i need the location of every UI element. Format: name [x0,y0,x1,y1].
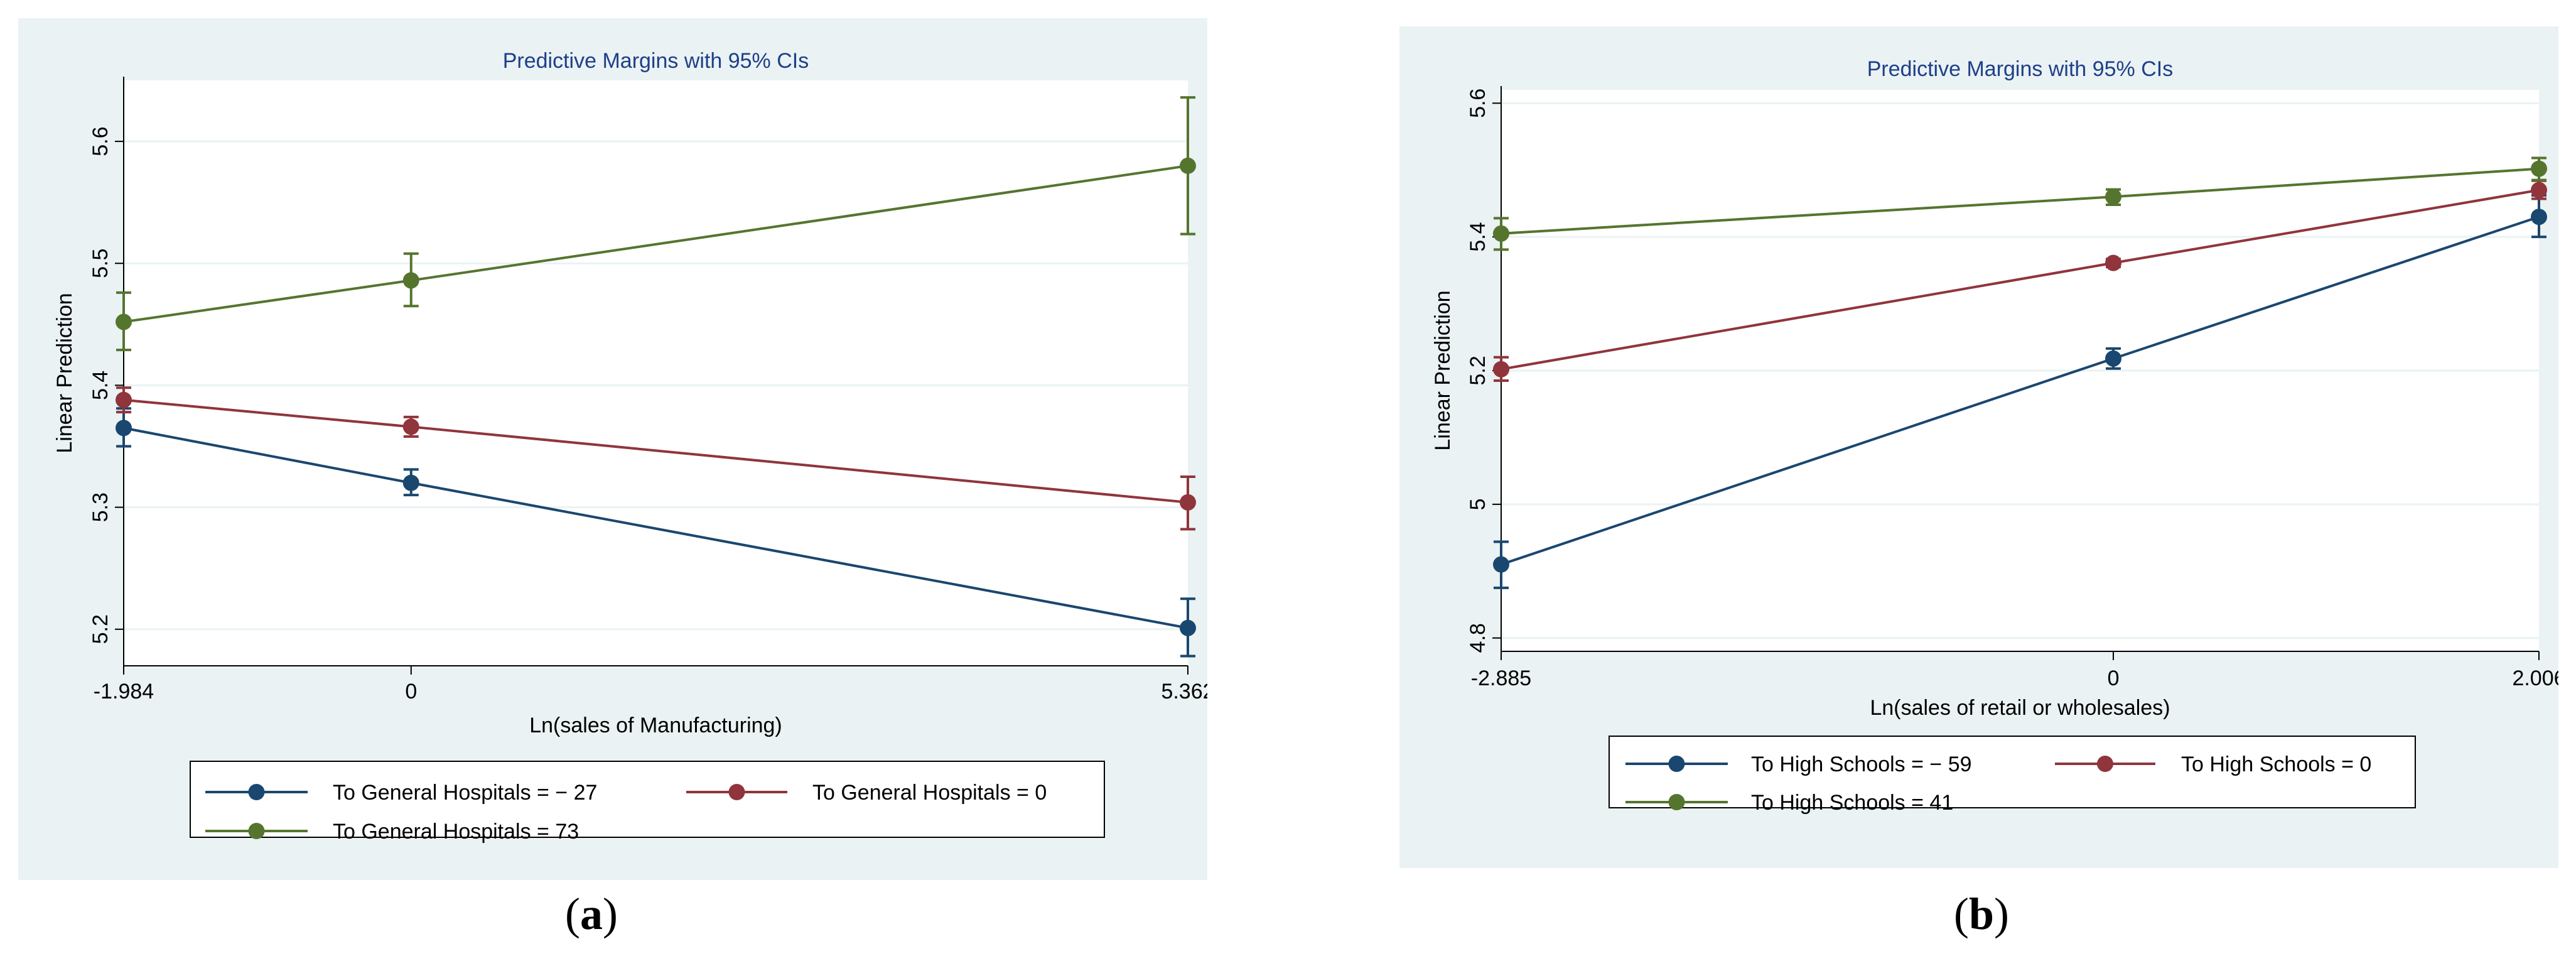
plot-area [124,80,1188,666]
y-tick-label: 5.4 [1466,222,1490,252]
chart-title: Predictive Margins with 95% CIs [503,49,809,73]
caption-letter-b: b [1968,889,1995,939]
y-tick-label: 5.6 [89,126,112,156]
legend-label: To General Hospitals = 0 [812,781,1047,805]
x-tick-label: -2.885 [1471,666,1531,690]
x-tick-label: 0 [2108,666,2120,690]
data-point [402,474,419,491]
y-axis-title: Linear Prediction [1431,290,1455,450]
y-tick-label: 5.2 [89,614,112,644]
data-point [2531,160,2547,177]
x-tick-label: 5.362 [1161,680,1207,703]
data-point [402,418,419,435]
x-axis-title: Ln(sales of retail or wholesales) [1870,696,2170,720]
figure-caption-a: (a) [565,889,618,939]
data-point [2105,254,2122,271]
chart-panel-b: Predictive Margins with 95% CIs 4.8 5 5.2 5.… [1399,26,2558,868]
y-tick-label: 5.3 [89,492,112,522]
y-axis-title: Linear Prediction [53,293,77,453]
x-tick-label: 2.006 [2512,666,2558,690]
legend-swatch-marker [248,784,265,800]
data-point [1180,619,1196,636]
legend-swatch-marker [248,823,265,839]
chart-svg-b: Predictive Margins with 95% CIs 4.8 5 5.2 5.… [1431,57,2558,815]
legend-swatch-marker [2097,756,2113,772]
data-point [116,420,132,437]
legend-swatch-marker [1668,794,1685,810]
y-tick-label: 5 [1466,498,1490,510]
x-tick-label: 0 [405,680,417,703]
data-point [1493,556,1509,573]
x-axis-title: Ln(sales of Manufacturing) [529,714,782,737]
chart-panel-a: Predictive Margins with 95% CIs 5.2 5.3 5.4… [18,18,1207,880]
y-tick-label: 4.8 [1466,623,1490,653]
data-point [2531,209,2547,225]
legend-label: To High Schools = 41 [1751,791,1953,815]
data-point [1493,361,1509,378]
legend-box [190,761,1105,838]
data-point [402,272,419,289]
data-point [2105,350,2122,367]
figure-caption-b: (b) [1954,889,2010,939]
y-tick-label: 5.5 [89,249,112,278]
data-point [1493,225,1509,242]
x-tick-label: -1.984 [94,680,154,703]
y-tick-label: 5.6 [1466,89,1490,118]
data-point [2531,182,2547,198]
y-tick-label: 5.2 [1466,356,1490,385]
legend-label: To General Hospitals = 73 [333,820,579,844]
legend-box [1609,736,2416,808]
data-point [2105,188,2122,205]
legend-label: To High Schools = 0 [2181,752,2371,776]
legend-label: To General Hospitals = − 27 [333,781,597,805]
legend-swatch-marker [728,784,745,800]
y-tick-label: 5.4 [89,371,112,400]
legend-label: To High Schools = − 59 [1751,752,1972,776]
data-point [1180,157,1196,174]
data-point [1180,494,1196,511]
caption-letter-a: a [579,889,603,939]
legend-swatch-marker [1668,756,1685,772]
data-point [116,313,132,330]
chart-svg-a: Predictive Margins with 95% CIs 5.2 5.3 5.4… [53,49,1207,844]
data-point [116,391,132,408]
chart-title: Predictive Margins with 95% CIs [1867,57,2174,81]
